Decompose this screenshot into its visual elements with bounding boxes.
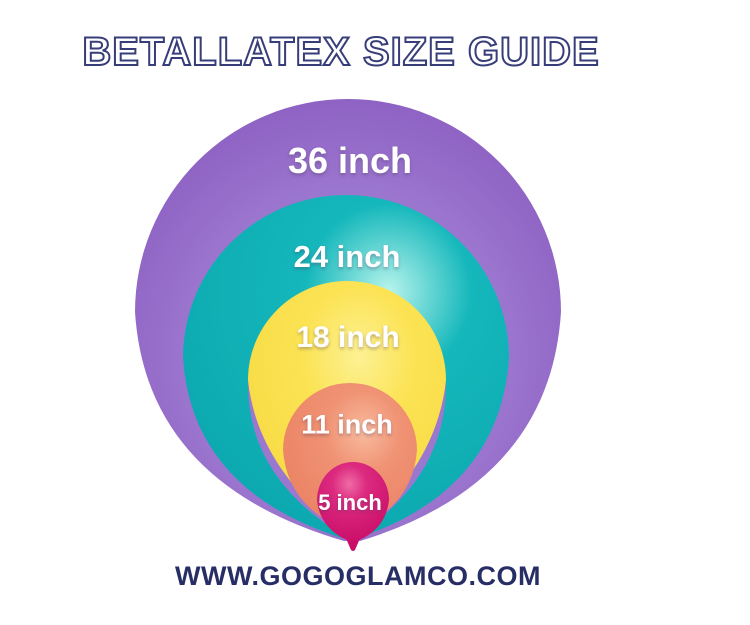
website-url: WWW.GOGOGLAMCO.COM bbox=[175, 561, 541, 591]
balloon-5-inch bbox=[317, 462, 389, 541]
balloon-label-11-inch: 11 inch bbox=[301, 409, 393, 440]
page-title: BETALLATEX SIZE GUIDE bbox=[81, 29, 600, 75]
balloon-label-18-inch: 18 inch bbox=[296, 321, 400, 354]
balloon-label-24-inch: 24 inch bbox=[293, 239, 401, 274]
balloon-label-5-inch: 5 inch bbox=[318, 490, 382, 515]
balloon-label-36-inch: 36 inch bbox=[287, 140, 413, 181]
